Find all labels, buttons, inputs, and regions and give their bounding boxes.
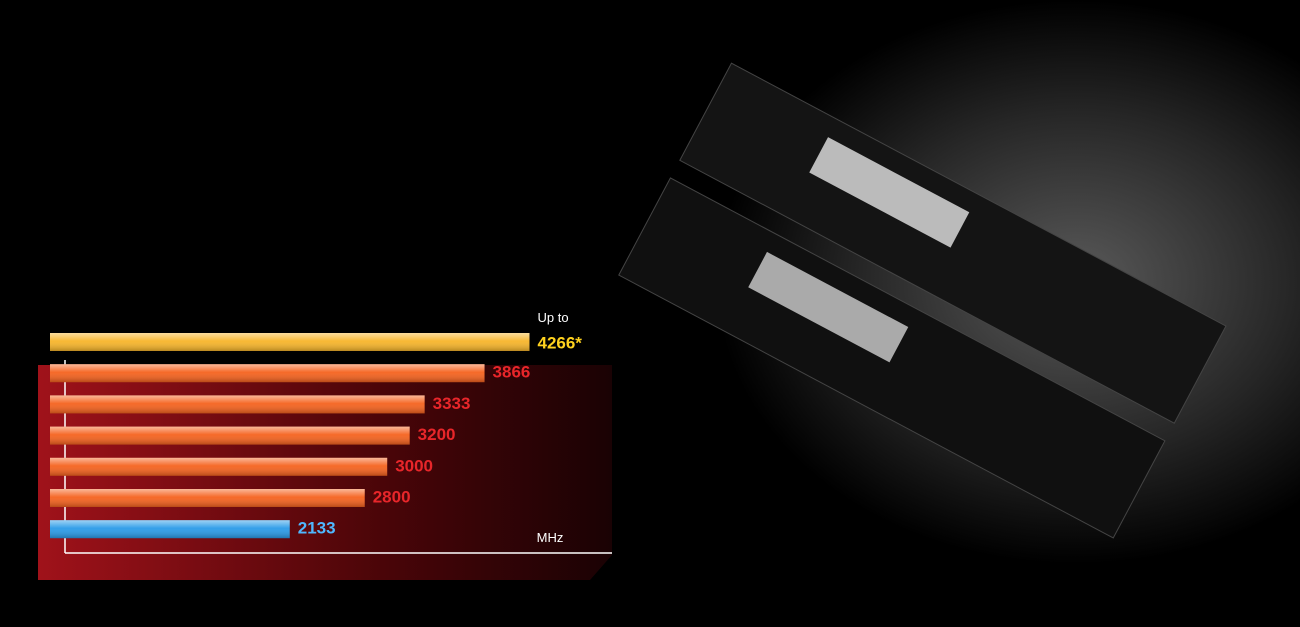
value-label: 3000 <box>395 456 433 475</box>
value-label: 3333 <box>433 394 471 413</box>
value-label: 2800 <box>373 487 411 506</box>
bar-shine <box>50 520 290 539</box>
bar-shine <box>50 333 530 351</box>
annotation: Up to <box>537 310 568 325</box>
bar-shine <box>50 364 485 383</box>
bar-shine <box>50 457 388 476</box>
x-axis-label: MHz <box>537 530 564 545</box>
value-label: 4266* <box>537 333 582 352</box>
value-label: 2133 <box>298 519 336 538</box>
ram-modules <box>618 62 1227 539</box>
value-label: 3866 <box>493 363 531 382</box>
bar-shine <box>50 489 365 507</box>
bar-shine <box>50 426 410 445</box>
value-label: 3200 <box>418 425 456 444</box>
bar-shine <box>50 395 425 414</box>
